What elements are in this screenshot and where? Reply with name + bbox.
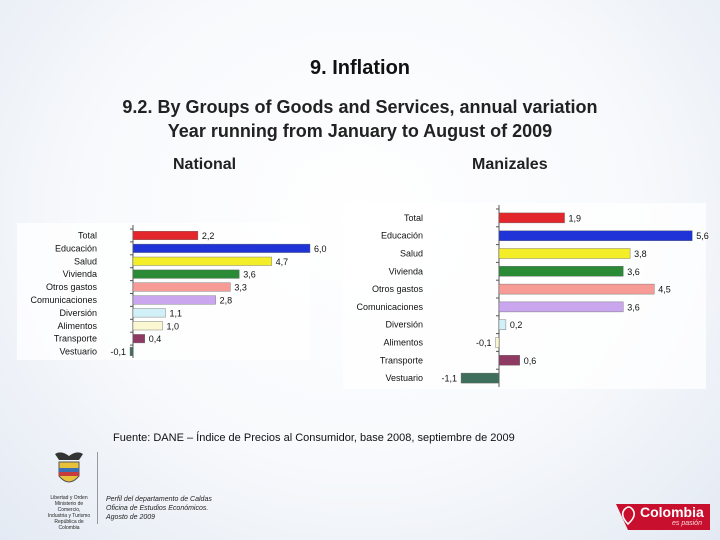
manizales-value-label: 3,6 (627, 302, 640, 312)
manizales-category-label: Diversión (385, 320, 423, 330)
logo-divider (97, 452, 98, 524)
manizales-value-label: 1,9 (569, 213, 582, 223)
manizales-value-label: -0,1 (476, 338, 492, 348)
manizales-value-label: -1,1 (442, 374, 458, 384)
national-category-label: Salud (74, 256, 97, 266)
brand-name: Colombia (640, 504, 704, 520)
national-value-label: 1,0 (167, 321, 180, 331)
coat-of-arms-logo: Libertad y Orden Ministerio de Comercio,… (44, 450, 94, 531)
national-value-label: 3,3 (234, 283, 247, 293)
manizales-chart-title: Manizales (472, 156, 548, 173)
national-bar-diversion (132, 308, 166, 318)
national-value-label: 0,4 (149, 334, 162, 344)
coat-of-arms-icon (55, 452, 83, 483)
manizales-category-label: Educación (381, 231, 423, 241)
national-category-label: Vivienda (63, 269, 97, 279)
national-value-label: 6,0 (314, 244, 327, 254)
source-note: Fuente: DANE – Índice de Precios al Cons… (113, 432, 515, 444)
national-bar-vestuario (129, 347, 134, 356)
logo-caption-1: Libertad y Orden (50, 495, 88, 501)
manizales-category-label: Total (404, 213, 423, 223)
manizales-bar-vivienda (498, 266, 624, 277)
national-category-label: Diversión (59, 308, 97, 318)
manizales-bar-comunicaciones (498, 301, 624, 313)
footnote-line-1: Perfil del departamento de Caldas (106, 496, 212, 503)
brand-tagline: es pasión (672, 520, 702, 527)
national-bar-educacion (132, 243, 311, 253)
national-category-label: Vestuario (59, 347, 97, 357)
subtitle-line-1: 9.2. By Groups of Goods and Services, an… (122, 97, 598, 117)
subtitle-line-2: Year running from January to August of 2… (167, 121, 553, 141)
manizales-bar-educacion (498, 230, 693, 241)
manizales-value-label: 5,6 (696, 231, 709, 241)
manizales-value-label: 3,6 (627, 267, 640, 277)
national-category-label: Otros gastos (46, 282, 98, 292)
manizales-category-label: Otros gastos (372, 284, 424, 294)
national-value-label: 3,6 (243, 270, 256, 280)
manizales-bar-alimentos (495, 337, 500, 348)
manizales-category-label: Vestuario (385, 373, 423, 383)
manizales-value-label: 0,2 (510, 320, 523, 330)
national-category-label: Total (78, 230, 97, 240)
slide-title: 9. Inflation (310, 57, 410, 79)
footnote-line-3: Agosto de 2009 (106, 514, 156, 521)
logo-caption-4: República de Colombia (54, 519, 84, 531)
national-bar-transporte (132, 334, 146, 344)
national-category-label: Comunicaciones (30, 295, 97, 305)
brand-badge-icon (616, 504, 710, 530)
national-category-label: Transporte (54, 334, 97, 344)
manizales-category-label: Vivienda (389, 266, 423, 276)
logo-caption-2: Ministerio de Comercio, (54, 501, 84, 513)
national-bar-salud (132, 256, 272, 266)
national-bar-vivienda (132, 269, 240, 279)
manizales-bar-diversion (498, 319, 507, 330)
national-category-label: Alimentos (57, 321, 97, 331)
footnote: Perfil del departamento de Caldas Oficin… (106, 495, 212, 522)
manizales-value-label: 0,6 (524, 356, 537, 366)
manizales-category-label: Comunicaciones (356, 302, 423, 312)
manizales-bar-transporte (498, 355, 520, 366)
manizales-bar-salud (498, 248, 631, 259)
footnote-line-2: Oficina de Estudios Económicos. (106, 505, 209, 512)
national-value-label: 2,8 (220, 295, 233, 305)
national-category-label: Educación (55, 243, 97, 253)
manizales-category-label: Salud (400, 249, 423, 259)
national-value-label: 1,1 (169, 308, 182, 318)
manizales-bar-total (498, 212, 565, 224)
slide-subtitle: 9.2. By Groups of Goods and Services, an… (0, 95, 720, 143)
national-value-label: -0,1 (111, 347, 127, 357)
manizales-category-label: Alimentos (383, 338, 423, 348)
logo-caption-3: Industria y Turismo (47, 513, 91, 519)
manizales-value-label: 4,5 (658, 285, 671, 295)
manizales-bar-otros-gastos (498, 283, 655, 295)
national-chart-title: National (173, 156, 237, 173)
national-value-label: 2,2 (202, 231, 215, 241)
national-bar-comunicaciones (132, 295, 216, 305)
manizales-bar-vestuario (460, 372, 500, 384)
national-bar-total (132, 230, 199, 240)
manizales-value-label: 3,8 (634, 249, 647, 259)
manizales-category-label: Transporte (380, 355, 423, 365)
national-value-label: 4,7 (276, 257, 289, 267)
national-bar-alimentos (132, 321, 163, 331)
national-bar-otros-gastos (132, 282, 231, 292)
